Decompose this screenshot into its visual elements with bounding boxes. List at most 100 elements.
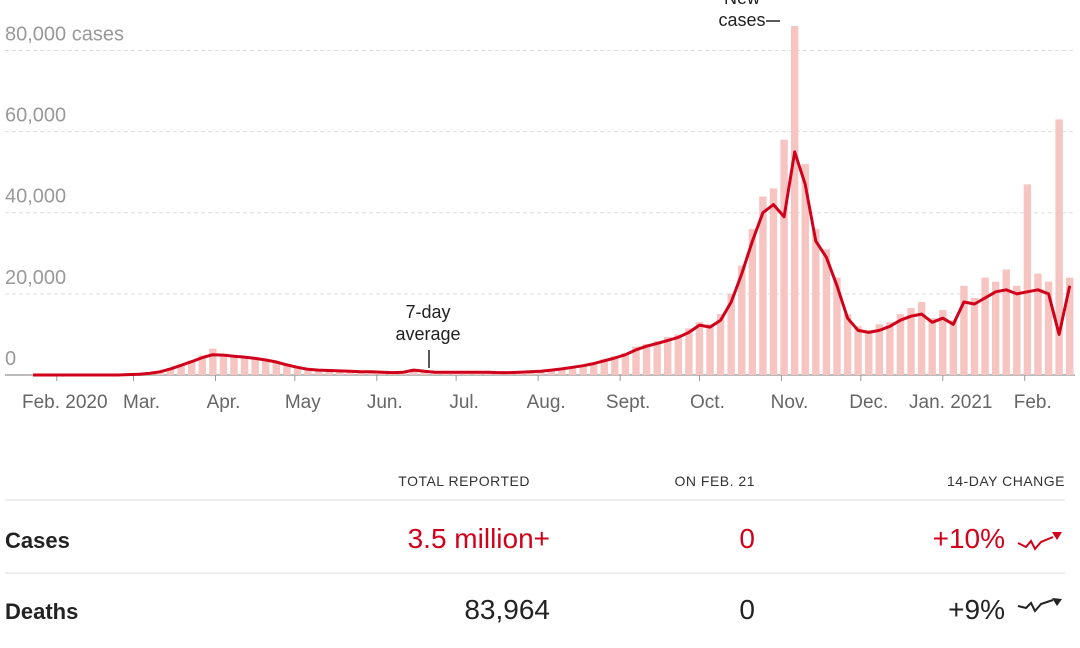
x-tick-label: Jan. 2021: [909, 392, 992, 413]
bar: [1002, 269, 1010, 375]
bar: [187, 360, 196, 375]
bar: [801, 164, 809, 375]
bar: [748, 228, 757, 375]
x-tick-label: Oct.: [690, 392, 725, 413]
trend-icon: [1017, 536, 1054, 551]
bar: [589, 362, 598, 375]
bar: [251, 357, 259, 375]
y-tick-label: 80,000 cases: [5, 23, 124, 45]
bar: [928, 318, 936, 375]
trend-arrowhead: [1052, 598, 1062, 606]
total-value: 3.5 million+: [408, 523, 550, 554]
bar: [822, 249, 831, 375]
bar: [1044, 281, 1053, 375]
x-tick-label: Nov.: [771, 392, 809, 413]
average-line: [33, 150, 1072, 377]
change-value: +10%: [933, 523, 1005, 554]
bar: [939, 310, 947, 375]
x-tick-label: Dec.: [849, 392, 888, 413]
bar: [685, 328, 693, 375]
bar: [166, 368, 175, 375]
bar: [262, 360, 270, 375]
bar: [304, 368, 312, 375]
bar: [833, 277, 841, 375]
bar: [579, 364, 587, 375]
bar: [537, 370, 545, 375]
bar: [812, 228, 820, 375]
x-tick-label: Jul.: [449, 392, 479, 413]
bar: [346, 370, 355, 375]
day-value: 0: [739, 594, 755, 625]
bar: [1013, 285, 1021, 375]
bar: [420, 370, 429, 375]
bar: [568, 366, 577, 375]
bar: [759, 196, 767, 375]
bar: [1023, 184, 1032, 375]
bar: [611, 356, 619, 375]
bar: [283, 364, 291, 375]
bar: [230, 355, 238, 375]
bar: [991, 281, 1000, 375]
bar: [875, 324, 883, 375]
bar: [198, 355, 206, 375]
bar: [653, 341, 661, 375]
bar: [886, 322, 894, 375]
x-tick-label: Mar.: [123, 392, 160, 413]
bar: [790, 26, 799, 375]
day-value: 0: [739, 523, 755, 554]
bar: [558, 368, 566, 375]
bar: [1034, 273, 1042, 375]
trend-arrowhead: [1052, 532, 1062, 540]
bar: [780, 139, 788, 375]
bar: [240, 357, 249, 375]
bar: [632, 346, 640, 375]
y-tick-label: 0: [5, 348, 16, 370]
bar: [695, 322, 704, 375]
total-value: 83,964: [464, 594, 550, 625]
x-tick-label: Sept.: [606, 392, 650, 413]
y-tick-label: 40,000: [5, 186, 66, 208]
bar: [209, 348, 217, 375]
bar: [272, 361, 281, 375]
change-value: +9%: [948, 594, 1005, 625]
x-tick-label: Feb.: [1014, 392, 1052, 413]
x-tick-label: Aug.: [527, 392, 566, 413]
row-label: Cases: [5, 528, 70, 553]
bar: [293, 366, 302, 375]
bar: [981, 277, 989, 375]
bar: [664, 336, 672, 375]
bar: [314, 369, 323, 375]
x-tick-label: Feb. 2020: [22, 392, 108, 413]
bar: [325, 370, 333, 375]
row-label: Deaths: [5, 599, 78, 624]
bar: [219, 353, 228, 375]
bar: [547, 369, 556, 375]
bar: [738, 265, 746, 375]
bar: [907, 308, 915, 375]
x-tick-label: Apr.: [207, 392, 241, 413]
trend-icon: [1017, 599, 1054, 613]
x-tick-label: May: [285, 392, 321, 413]
bar: [970, 297, 979, 375]
table-header: TOTAL REPORTED: [398, 473, 530, 489]
bar: [727, 293, 735, 375]
bar: [674, 334, 683, 375]
bar: [621, 353, 630, 375]
bar: [716, 314, 725, 375]
bar: [706, 324, 714, 375]
bar: [1055, 119, 1063, 375]
series-annotation: 7-day average: [395, 302, 460, 344]
bar: [896, 314, 905, 375]
bar: [769, 188, 778, 375]
bar: [642, 344, 651, 375]
x-tick-label: Jun.: [367, 392, 403, 413]
y-tick-label: 60,000: [5, 105, 66, 127]
table-header: ON FEB. 21: [675, 473, 755, 489]
bar: [949, 320, 958, 375]
series-annotation: Newcases: [718, 0, 765, 30]
bar: [336, 370, 344, 375]
table-header: 14-DAY CHANGE: [947, 473, 1065, 489]
bar: [854, 326, 862, 375]
bar: [177, 364, 185, 375]
